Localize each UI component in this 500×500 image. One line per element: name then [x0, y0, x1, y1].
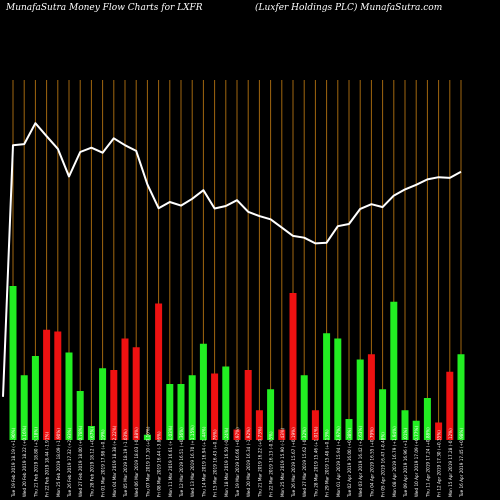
money-flow-bar	[76, 391, 84, 440]
money-flow-bar	[87, 426, 95, 440]
money-flow-bar	[99, 368, 107, 440]
money-flow-bar	[278, 429, 286, 440]
x-tick-label: Thu 07 Mar 2019 17.10 (+0.10%)	[145, 426, 150, 498]
price-line	[2, 122, 462, 397]
money-flow-bar	[367, 354, 375, 440]
money-flow-bar	[65, 352, 73, 440]
money-flow-bar	[255, 410, 263, 440]
x-tick-label: Wed 06 Mar 2019 18.03 (-0.88%)	[134, 427, 139, 497]
money-flow-bar	[132, 347, 140, 440]
money-flow-bar	[390, 301, 398, 440]
money-flow-bar	[20, 375, 28, 440]
x-tick-label: Mon 04 Mar 2019 18.38 (+2.22%)	[112, 425, 117, 497]
x-tick-label: Mon 11 Mar 2019 16.61 (+1.03%)	[168, 425, 173, 497]
x-tick-label: Mon 25 Feb 2019 18.09 (-1.90%)	[56, 428, 61, 497]
x-tick-label: Fri 22 Mar 2019 16.13 (-0.55%)	[269, 431, 274, 497]
money-flow-bar	[267, 389, 275, 440]
chart-title-right: (Luxfer Holdings PLC) MunafaSutra.com	[255, 3, 443, 13]
x-tick-label: Fri 12 Apr 2019 17.30 (+0.35%)	[437, 430, 442, 497]
x-tick-label: Tue 12 Mar 2019 16.51 (+0.36%)	[179, 427, 184, 498]
x-tick-label: Wed 20 Mar 2019 16.34 (-1.92%)	[246, 427, 251, 497]
x-tick-label: Mon 25 Mar 2019 15.90 (-1.43%)	[280, 427, 285, 497]
money-flow-bar	[199, 343, 207, 440]
money-flow-bar	[43, 329, 51, 440]
money-flow-bar	[423, 398, 431, 440]
x-tick-label: Wed 27 Feb 2019 18.00 (+0.78%)	[78, 425, 83, 497]
x-tick-label: Mon 18 Mar 2019 16.50 (-0.24%)	[224, 427, 229, 497]
x-tick-label: Tue 19 Mar 2019 16.66 (+0.97%)	[235, 427, 240, 498]
money-flow-bar	[345, 419, 353, 440]
money-flow-bar	[211, 373, 219, 440]
money-flow-bar	[401, 410, 409, 440]
money-flow-bar	[188, 375, 196, 440]
x-tick-label: Thu 21 Feb 2019 18.80 (+3.18%)	[33, 427, 38, 498]
x-tick-label: Thu 14 Mar 2019 16.94 (+1.44%)	[201, 426, 206, 498]
x-tick-label: Fri 22 Feb 2019 18.44 (-1.91%)	[45, 432, 50, 497]
money-flow-bar	[233, 429, 241, 440]
x-tick-label: Mon 01 Apr 2019 15.94 (+2.97%)	[336, 426, 341, 497]
money-flow-bar	[166, 384, 174, 440]
x-tick-label: Tue 19 Feb 2019 18.19 (+1.90%)	[11, 427, 16, 498]
x-tick-label: Tue 16 Apr 2019 17.45 (+0.98%)	[459, 428, 464, 498]
money-flow-bar	[143, 434, 151, 440]
money-flow-bar	[54, 331, 62, 440]
x-tick-label: Fri 29 Mar 2019 15.48 (+0.13%)	[325, 429, 330, 497]
x-tick-label: Fri 01 Mar 2019 17.98 (+0.19%)	[101, 429, 106, 497]
money-flow-bar	[323, 333, 331, 440]
money-flow-bar	[222, 366, 230, 440]
x-tick-label: Thu 28 Mar 2019 15.46 (+1.01%)	[313, 426, 318, 498]
x-tick-label: Mon 08 Apr 2019 16.79 (+1.94%)	[392, 426, 397, 497]
money-flow-bar	[244, 370, 252, 440]
money-flow-bar	[311, 410, 319, 440]
x-tick-label: Thu 21 Mar 2019 16.22 (+0.73%)	[257, 426, 262, 498]
money-flow-bar	[446, 371, 454, 440]
x-tick-label: Wed 20 Feb 2019 18.22 (+0.16%)	[22, 425, 27, 497]
x-tick-label: Tue 02 Apr 2019 16.00 (+0.38%)	[347, 428, 352, 498]
money-flow-bar	[177, 384, 185, 440]
money-flow-bar	[31, 356, 39, 440]
x-tick-label: Tue 09 Apr 2019 16.96 (+1.01%)	[403, 428, 408, 498]
x-tick-label: Fri 08 Mar 2019 16.44 (-3.86%)	[157, 431, 162, 497]
x-tick-label: Tue 26 Mar 2019 15.67 (+0.19%)	[291, 427, 296, 498]
money-flow-bar	[435, 422, 443, 440]
x-tick-label: Wed 13 Mar 2019 16.70 (+1.15%)	[190, 425, 195, 497]
money-flow-bars	[9, 286, 465, 440]
money-flow-bar	[412, 420, 420, 440]
x-tick-label: Thu 11 Apr 2019 17.24 (+0.88%)	[425, 427, 430, 498]
x-tick-label: Fri 15 Mar 2019 16.43 (+0.76%)	[213, 429, 218, 497]
x-tick-label: Wed 27 Mar 2019 15.62 (-0.32%)	[302, 427, 307, 497]
x-tick-label: Wed 10 Apr 2019 17.09 (+0.77%)	[414, 426, 419, 497]
money-flow-bar	[155, 303, 163, 440]
x-tick-label: Thu 28 Feb 2019 18.12 (+0.67%)	[89, 427, 94, 498]
money-flow-bar	[289, 293, 297, 440]
money-flow-bar	[379, 389, 387, 440]
x-tick-label: Wed 03 Apr 2019 16.42 (+2.63%)	[358, 426, 363, 497]
money-flow-bar	[356, 359, 364, 440]
chart-title-left: MunafaSutra Money Flow Charts for LXFR	[6, 3, 203, 13]
money-flow-bar	[334, 338, 342, 440]
money-flow-bar	[9, 286, 17, 440]
x-tick-label: Mon 15 Apr 2019 17.28 (-0.12%)	[448, 428, 453, 497]
money-flow-bar	[110, 370, 118, 440]
money-flow-bar	[457, 354, 465, 440]
x-tick-label: Tue 26 Feb 2019 17.32 (+2.93%)	[67, 427, 72, 498]
price-line-layer	[2, 122, 462, 397]
money-flow-bar	[300, 375, 308, 440]
money-flow-bar	[121, 338, 129, 440]
x-axis-labels: Tue 19 Feb 2019 18.19 (+1.90%) Wed 20 Feb…	[11, 425, 464, 498]
x-tick-label: Fri 05 Apr 2019 16.47 (-0.48%)	[381, 432, 386, 497]
x-tick-label: Thu 04 Apr 2019 16.55 (+0.79%)	[369, 427, 374, 498]
x-tick-label: Tue 05 Mar 2019 18.19 (-1.03%)	[123, 429, 128, 498]
